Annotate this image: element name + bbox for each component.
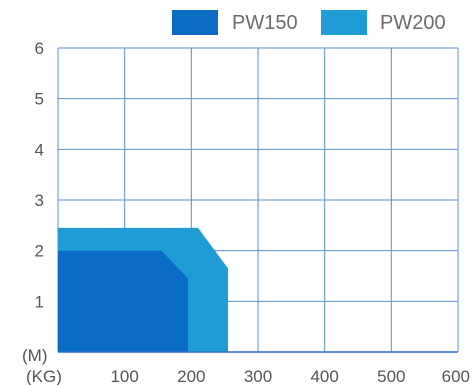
x-tick-label: 500 bbox=[377, 367, 405, 385]
x-tick-label: 100 bbox=[110, 367, 138, 385]
legend-label-pw200: PW200 bbox=[380, 12, 446, 34]
y-axis-unit-label: (M) bbox=[22, 346, 47, 365]
grid bbox=[57, 47, 459, 353]
area-pw150 bbox=[58, 250, 188, 352]
y-tick-label: 6 bbox=[35, 39, 44, 58]
y-tick-label: 2 bbox=[35, 242, 44, 261]
legend-swatch-pw200 bbox=[321, 10, 367, 35]
x-axis-unit-label: (KG) bbox=[26, 367, 62, 385]
y-tick-label: 4 bbox=[35, 140, 44, 159]
y-tick-label: 1 bbox=[35, 292, 44, 311]
y-tick-label: 3 bbox=[35, 191, 44, 210]
y-tick-labels: 1 2 3 4 5 6 bbox=[35, 39, 44, 311]
plot-areas bbox=[58, 227, 228, 352]
x-tick-label: 600 bbox=[442, 367, 470, 385]
legend-swatch-pw150 bbox=[172, 10, 218, 35]
legend: PW150 PW200 bbox=[172, 10, 446, 35]
y-tick-label: 5 bbox=[35, 90, 44, 109]
legend-label-pw150: PW150 bbox=[232, 12, 298, 34]
x-tick-labels: 100 200 300 400 500 600 bbox=[110, 367, 470, 385]
x-tick-label: 300 bbox=[244, 367, 272, 385]
x-tick-label: 400 bbox=[310, 367, 338, 385]
x-tick-label: 200 bbox=[177, 367, 205, 385]
